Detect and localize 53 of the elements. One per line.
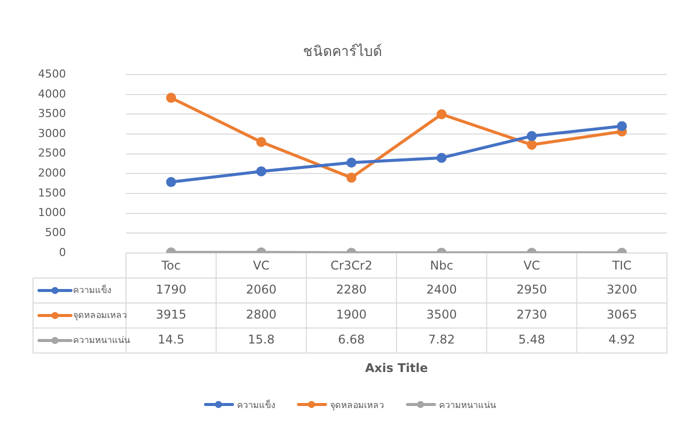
data-label: 5.48: [518, 332, 546, 347]
x-tick-label: TIC: [611, 258, 632, 272]
x-tick-label: VC: [252, 258, 270, 272]
point: [436, 152, 447, 163]
data-label: 3200: [606, 282, 638, 297]
data-label: 2730: [516, 308, 548, 322]
y-tick-label: 4000: [38, 87, 66, 100]
data-label: 14.5: [158, 332, 184, 347]
point: [616, 121, 627, 132]
text: Axis Title: [365, 361, 428, 376]
data-label: 2800: [246, 308, 277, 322]
data-label: 3065: [606, 308, 638, 322]
data-label: 15.8: [248, 332, 275, 347]
y-tick-label: 3500: [38, 107, 66, 120]
data-label: 2060: [246, 282, 277, 297]
point: [166, 177, 176, 188]
legend-label: ความหนาแน่น: [73, 336, 130, 346]
y-tick-label: 0: [59, 246, 66, 259]
data-label: 6.68: [338, 332, 365, 347]
y-tick-label: 3000: [38, 126, 66, 140]
x-tick-label: VC: [523, 258, 540, 272]
point: [436, 109, 447, 120]
point: [256, 136, 266, 147]
y-tick-label: 4500: [38, 67, 66, 80]
data-label: 3915: [156, 308, 186, 322]
data-label: 2280: [336, 282, 367, 297]
legend-label: จุดหลอมเหลว: [73, 310, 127, 321]
data-label: 2950: [516, 282, 548, 297]
text: ความหนาแน่น: [439, 400, 496, 410]
y-tick-label: 1500: [38, 186, 66, 200]
point: [346, 158, 356, 168]
point: [346, 172, 356, 183]
point: [526, 140, 537, 150]
text: จุดหลอมเหลว: [330, 400, 384, 410]
data-label: 1790: [156, 282, 186, 297]
y-tick-label: 1000: [38, 206, 66, 220]
data-label: 4.92: [608, 332, 636, 347]
data-label: 7.82: [428, 332, 455, 347]
chart-title: ชนิดคาร์ไบด์: [303, 42, 382, 60]
text: ความแข็ง: [237, 400, 275, 410]
y-tick-label: 500: [45, 226, 66, 240]
legend-label: ความแข็ง: [73, 282, 111, 296]
x-tick-label: Toc: [160, 258, 181, 272]
data-label: 2400: [426, 282, 457, 297]
point: [166, 92, 176, 103]
x-tick-label: Nbc: [430, 258, 454, 272]
point: [256, 166, 266, 176]
data-label: 1900: [336, 308, 367, 322]
y-tick-label: 2000: [38, 166, 66, 180]
x-tick-label: Cr3Cr2: [330, 258, 372, 272]
point: [526, 131, 537, 142]
y-tick-label: 2500: [38, 146, 66, 160]
data-label: 3500: [426, 308, 457, 322]
